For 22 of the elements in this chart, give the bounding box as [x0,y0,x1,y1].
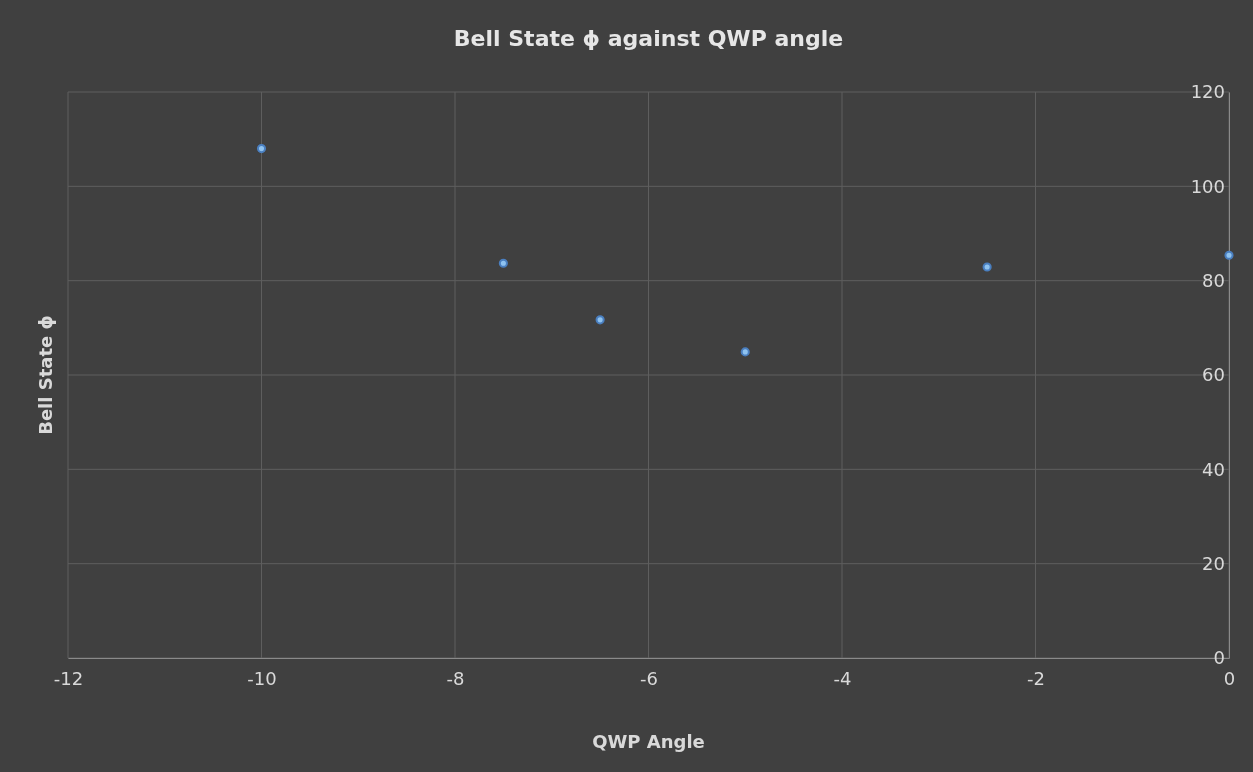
x-tick-label: -10 [247,667,277,689]
point [982,262,992,272]
y-tick-label: 100 [1190,175,1225,197]
x-tick-label: -8 [446,667,465,689]
y-tick-label: 80 [1202,269,1225,291]
y-axis-title: Bell State ϕ [35,315,56,435]
x-tick-label: -4 [833,667,852,689]
chart-title: Bell State ϕ against QWP angle [453,26,844,51]
point [256,144,267,154]
point [740,347,750,357]
x-axis-title: QWP Angle [592,731,705,752]
y-tick-label: 120 [1190,81,1225,103]
point [1224,250,1234,260]
point [595,315,605,325]
x-tick-label: -12 [53,667,84,689]
y-tick-label: 20 [1202,552,1225,574]
point [498,258,508,268]
x-tick-label: -2 [1027,667,1045,689]
y-tick-label: 40 [1202,458,1225,480]
y-tick-label: 60 [1202,364,1225,386]
x-tick-label: -6 [640,667,658,689]
y-tick-label: 0 [1213,647,1225,669]
